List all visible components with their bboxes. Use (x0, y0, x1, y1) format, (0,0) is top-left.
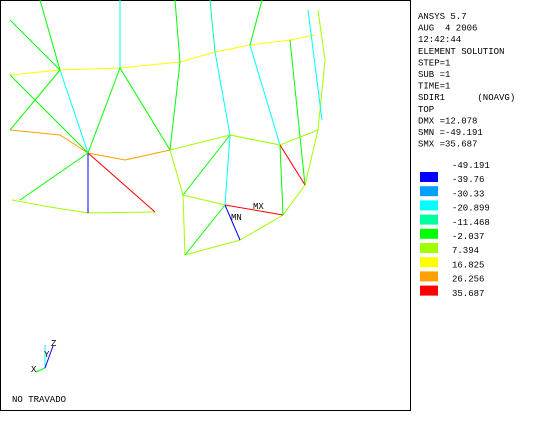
legend-swatch (420, 285, 438, 296)
max-label: MX (253, 202, 264, 212)
legend-level: 7.394 (452, 246, 479, 256)
axis-label: Z (51, 339, 57, 349)
mesh (9, 0, 326, 256)
legend-level: 26.256 (452, 275, 484, 285)
axis-label: Y (44, 350, 50, 360)
header-line: DMX =12.078 (418, 116, 477, 126)
legend-swatch (420, 228, 438, 239)
legend-swatch (420, 271, 438, 282)
min-label: MN (231, 213, 242, 223)
header-line: SMX =35.687 (418, 140, 477, 150)
legend-level: -11.468 (452, 218, 490, 228)
header-line: TOP (418, 105, 434, 115)
header-line: TIME=1 (418, 82, 450, 92)
legend-level: -20.899 (452, 204, 490, 214)
axis-label: X (31, 365, 37, 375)
triad (35, 345, 54, 373)
legend-level: 35.687 (452, 289, 484, 299)
header-line: SDIR1 (NOAVG) (418, 93, 515, 103)
legend: -49.191 -39.76 -30.33 -20.899 -11.468 -2.037 7… (420, 161, 490, 299)
legend-swatch (420, 200, 438, 211)
header-line: SMN =-49.191 (418, 128, 483, 138)
legend-swatch (420, 243, 438, 253)
header-line: AUG 4 2006 (418, 24, 477, 34)
legend-swatch (420, 257, 438, 268)
legend-level: 16.825 (452, 260, 484, 270)
legend-swatch (420, 186, 438, 197)
legend-level: -49.191 (452, 161, 490, 171)
legend-level: -39.76 (452, 175, 484, 185)
legend-level: -30.33 (452, 189, 484, 199)
header-line: SUB =1 (418, 70, 450, 80)
header-line: 12:42:44 (418, 35, 461, 45)
header-line: ELEMENT SOLUTION (418, 47, 504, 57)
legend-swatch (420, 214, 438, 225)
footer: NO TRAVADO (12, 395, 66, 405)
legend-level: -2.037 (452, 232, 484, 242)
legend-swatch (420, 172, 438, 182)
viewport (0, 0, 411, 411)
header-line: STEP=1 (418, 58, 450, 68)
header-line: ANSYS 5.7 (418, 12, 467, 22)
